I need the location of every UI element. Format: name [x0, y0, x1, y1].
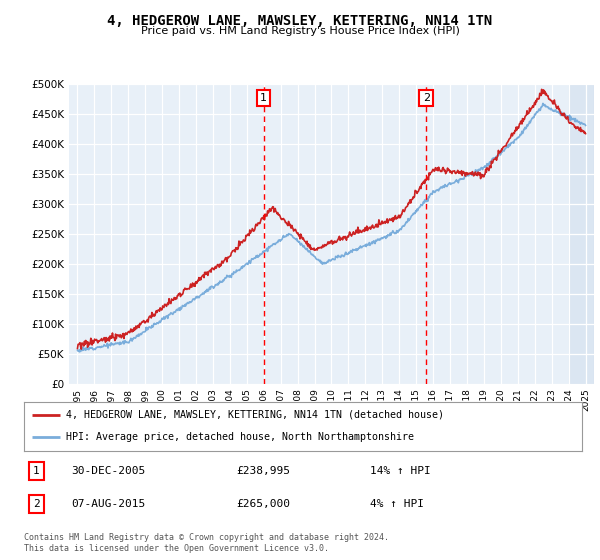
- Text: 1: 1: [260, 93, 267, 103]
- Text: 30-DEC-2005: 30-DEC-2005: [71, 466, 146, 476]
- Text: 2: 2: [33, 500, 40, 509]
- Text: Contains HM Land Registry data © Crown copyright and database right 2024.
This d: Contains HM Land Registry data © Crown c…: [24, 533, 389, 553]
- Text: £238,995: £238,995: [236, 466, 290, 476]
- Text: 14% ↑ HPI: 14% ↑ HPI: [370, 466, 431, 476]
- Text: 07-AUG-2015: 07-AUG-2015: [71, 500, 146, 509]
- Text: 4, HEDGEROW LANE, MAWSLEY, KETTERING, NN14 1TN (detached house): 4, HEDGEROW LANE, MAWSLEY, KETTERING, NN…: [66, 410, 444, 420]
- Text: HPI: Average price, detached house, North Northamptonshire: HPI: Average price, detached house, Nort…: [66, 432, 414, 442]
- Text: Price paid vs. HM Land Registry's House Price Index (HPI): Price paid vs. HM Land Registry's House …: [140, 26, 460, 36]
- Text: 4, HEDGEROW LANE, MAWSLEY, KETTERING, NN14 1TN: 4, HEDGEROW LANE, MAWSLEY, KETTERING, NN…: [107, 14, 493, 28]
- Text: £265,000: £265,000: [236, 500, 290, 509]
- Text: 2: 2: [423, 93, 430, 103]
- Text: 1: 1: [33, 466, 40, 476]
- Bar: [569, 84, 594, 384]
- Text: 4% ↑ HPI: 4% ↑ HPI: [370, 500, 424, 509]
